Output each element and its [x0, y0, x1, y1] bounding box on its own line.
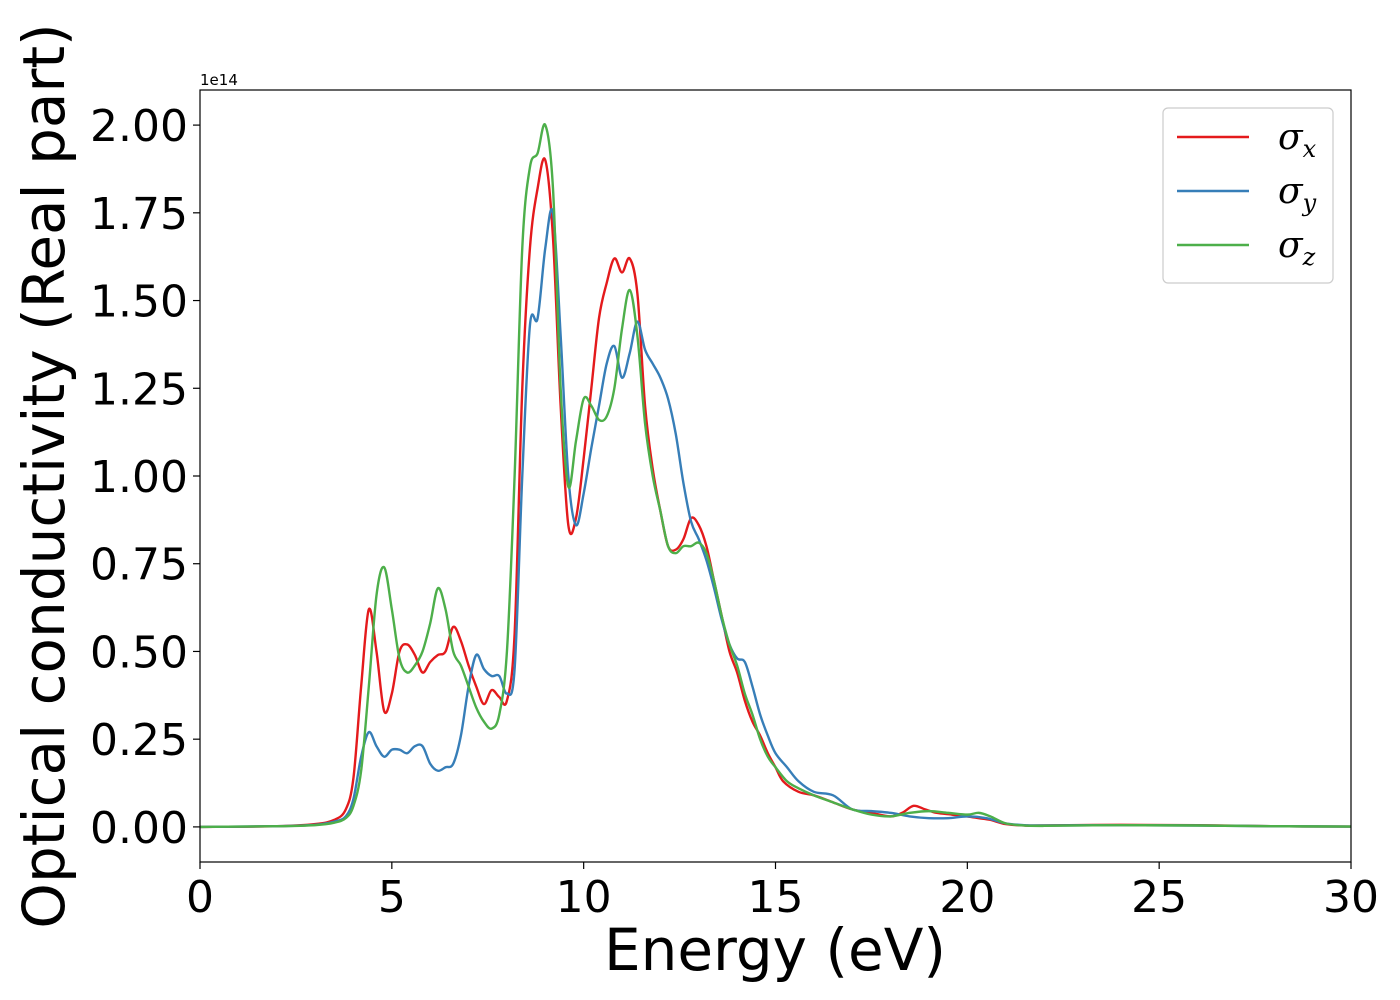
plot-background [200, 90, 1351, 862]
y-tick-label: 0.75 [90, 540, 188, 591]
y-tick-label: 1.00 [90, 452, 188, 503]
legend-label-y: σy [1278, 171, 1317, 217]
y-axis-title: Optical conductivity (Real part) [10, 23, 78, 928]
x-tick-label: 15 [748, 872, 804, 923]
x-tick-label: 25 [1131, 872, 1187, 923]
y-offset-text: 1e14 [200, 71, 238, 89]
x-tick-label: 30 [1323, 872, 1379, 923]
y-axis: 0.00 0.25 0.50 0.75 1.00 1.25 1.50 1.75 2.00 [90, 101, 200, 854]
x-tick-label: 10 [556, 872, 612, 923]
legend-label-x: σx [1278, 117, 1317, 163]
series-layer [199, 123, 1352, 829]
x-tick-label: 0 [186, 872, 214, 923]
legend-box [1162, 107, 1334, 284]
x-axis: 0 5 10 15 20 25 30 [186, 862, 1379, 923]
x-tick-label: 20 [939, 872, 995, 923]
y-tick-label: 1.50 [90, 277, 188, 328]
y-tick-label: 0.25 [90, 715, 188, 766]
series-line-x [199, 157, 1352, 829]
legend: σx σy σz [1162, 107, 1334, 284]
x-axis-title: Energy (eV) [604, 916, 946, 984]
y-tick-label: 1.75 [90, 189, 188, 240]
series-line-z [199, 123, 1352, 829]
y-tick-label: 0.50 [90, 627, 188, 678]
series-line-y [199, 208, 1352, 829]
legend-label-z: σz [1278, 225, 1316, 271]
y-tick-label: 1.25 [90, 364, 188, 415]
y-tick-label: 2.00 [90, 101, 188, 152]
y-tick-label: 0.00 [90, 803, 188, 854]
x-tick-label: 5 [378, 872, 406, 923]
